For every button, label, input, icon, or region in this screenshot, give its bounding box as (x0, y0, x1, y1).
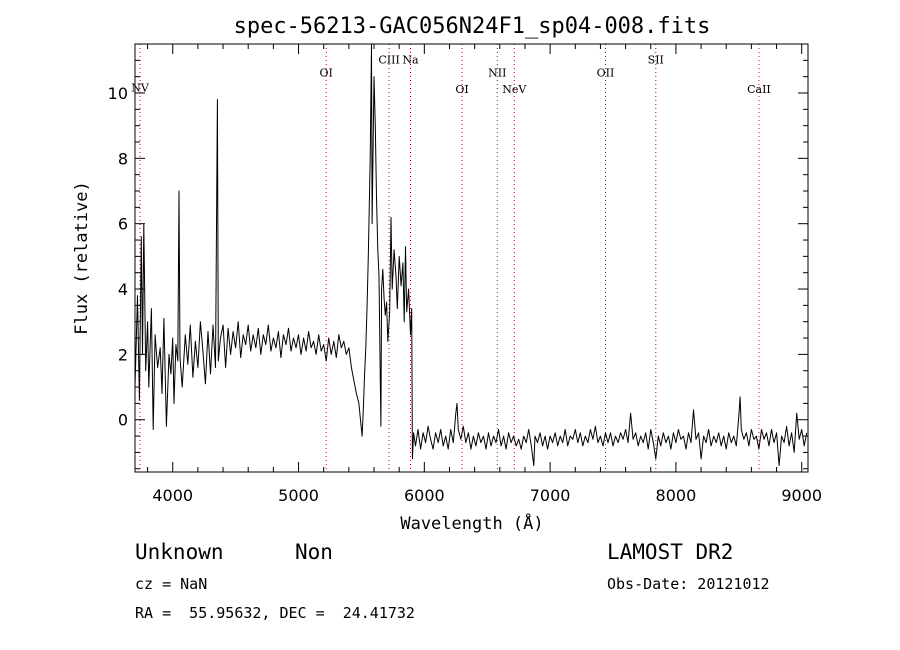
y-tick-label-1: 2 (118, 345, 128, 364)
x-tick-label-3: 7000 (530, 486, 571, 505)
obs-date-text: Obs-Date: 20121012 (607, 575, 770, 593)
y-tick-label-2: 4 (118, 280, 128, 299)
line-label-3: Na (402, 54, 419, 67)
y-tick-label-5: 10 (108, 84, 128, 103)
y-tick-label-3: 6 (118, 215, 128, 234)
line-label-7: OII (597, 67, 615, 80)
x-tick-label-4: 8000 (656, 486, 697, 505)
axis-ticks: 4000 5000 6000 7000 8000 9000 0 2 4 6 8 10 (108, 43, 822, 505)
line-label-5: NII (488, 67, 506, 80)
subclass-label: Non (295, 540, 333, 564)
spectrum-series (134, 43, 808, 466)
line-label-0: NV (131, 81, 150, 94)
x-tick-label-5: 9000 (781, 486, 822, 505)
coordinates-text: RA = 55.95632, DEC = 24.41732 (135, 604, 415, 622)
y-tick-label-0: 0 (118, 411, 128, 430)
line-label-4: OI (455, 83, 468, 96)
line-label-8: SII (648, 54, 664, 67)
line-label-1: OI (320, 67, 333, 80)
spectrum-line-0 (134, 43, 808, 466)
y-axis-label: Flux (relative) (72, 181, 92, 335)
emission-line-markers: NV OI CIII Na OI NII NeV OII SII CaII (131, 44, 771, 472)
line-label-6: NeV (502, 83, 527, 96)
line-label-2: CIII (378, 54, 399, 67)
y-tick-label-4: 8 (118, 149, 128, 168)
x-tick-label-0: 4000 (152, 486, 193, 505)
x-tick-label-1: 5000 (278, 486, 319, 505)
survey-label: LAMOST DR2 (607, 540, 734, 564)
class-label: Unknown (135, 540, 224, 564)
x-axis-label: Wavelength (Å) (400, 512, 543, 534)
chart-title: spec-56213-GAC056N24F1_sp04-008.fits (234, 14, 711, 39)
x-tick-label-2: 6000 (404, 486, 445, 505)
line-label-9: CaII (747, 83, 771, 96)
plot-frame (134, 43, 809, 473)
redshift-text: cz = NaN (135, 575, 208, 593)
